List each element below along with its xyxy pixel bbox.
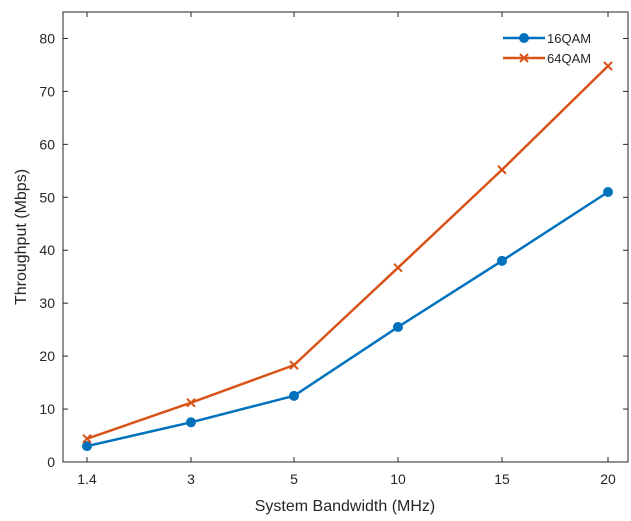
data-point-64qam	[82, 433, 92, 444]
series-line-16qam	[86, 190, 609, 448]
x-axis-label: System Bandwidth (MHz)	[255, 498, 436, 515]
data-point-16qam	[603, 187, 613, 197]
legend-marker-64qam	[519, 53, 529, 63]
series-line-64qam	[86, 65, 609, 440]
marker-stroke	[519, 53, 529, 63]
y-axis-label: Throughput (Mbps)	[13, 169, 30, 305]
y-axis-ticks: 0 10 20 30 40 50 60 70 80	[39, 30, 628, 470]
y-tick-label: 60	[39, 136, 55, 152]
legend-label-64qam: 64QAM	[547, 51, 591, 66]
y-tick-label: 10	[39, 401, 55, 417]
x-tick-label: 5	[290, 471, 298, 487]
marker-stroke	[186, 397, 196, 408]
data-point-64qam	[497, 165, 507, 175]
data-point-64qam	[393, 262, 403, 273]
data-point-16qam	[497, 255, 507, 266]
data-point-16qam	[82, 441, 92, 452]
y-tick-label: 30	[39, 295, 55, 311]
x-tick-label: 10	[390, 471, 406, 487]
legend: 16QAM 64QAM	[503, 31, 591, 66]
y-tick-label: 50	[39, 189, 55, 205]
y-tick-label: 80	[39, 30, 55, 46]
x-tick-label: 3	[187, 471, 195, 487]
marker-stroke	[393, 262, 403, 273]
x-tick-label: 15	[494, 471, 510, 487]
data-point-64qam	[603, 61, 613, 71]
marker-stroke	[289, 360, 299, 370]
legend-marker-16qam	[519, 33, 529, 43]
series-layer	[82, 61, 613, 452]
y-tick-label: 0	[47, 454, 55, 470]
data-point-64qam	[186, 397, 196, 408]
plot-area	[62, 11, 629, 463]
data-point-16qam	[289, 390, 299, 401]
data-point-64qam	[289, 360, 299, 370]
x-tick-label: 1.4	[77, 471, 97, 487]
x-tick-label: 20	[600, 471, 616, 487]
y-tick-label: 40	[39, 242, 55, 258]
y-tick-label: 20	[39, 348, 55, 364]
data-point-16qam	[186, 417, 196, 428]
y-tick-label: 70	[39, 83, 55, 99]
marker-stroke	[603, 61, 613, 71]
marker-stroke	[497, 165, 507, 175]
marker-stroke	[82, 433, 92, 444]
legend-label-16qam: 16QAM	[547, 31, 591, 46]
data-point-16qam	[393, 322, 403, 332]
x-axis-ticks: 1.4 3 5 10 15 20	[77, 12, 616, 487]
